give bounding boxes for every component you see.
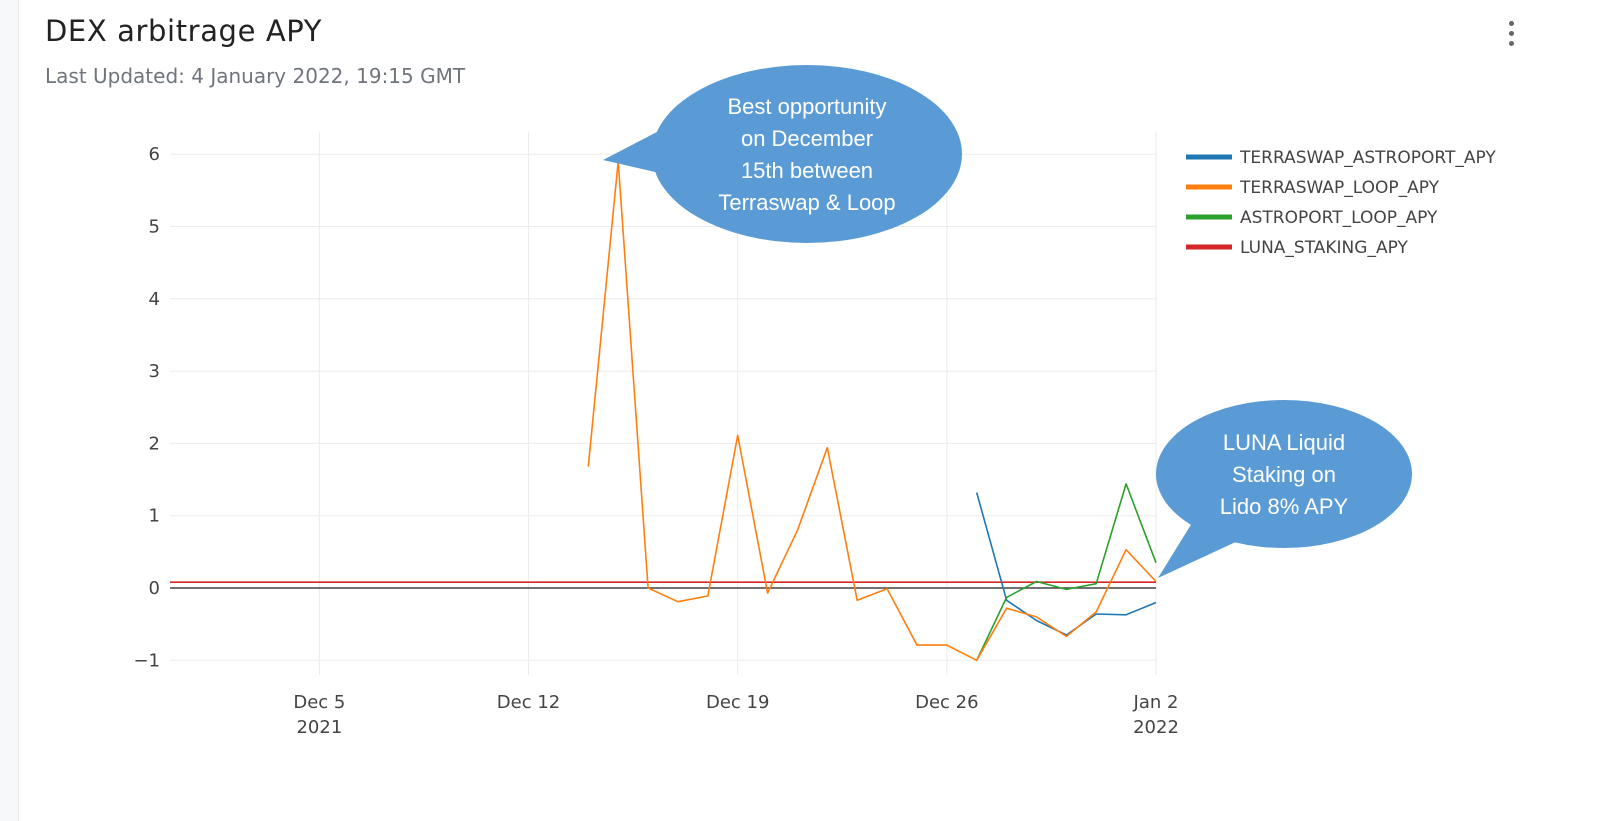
series-line-astroport-loop-apy xyxy=(975,483,1157,661)
y-tick-label: 1 xyxy=(149,506,160,527)
y-tick-label: −1 xyxy=(133,650,160,671)
x-tick-label: Dec 5 xyxy=(293,692,345,713)
legend-label: LUNA_STAKING_APY xyxy=(1240,238,1408,258)
series-line-terraswap-astroport-apy xyxy=(975,492,1157,636)
best-opportunity-callout-line: Terraswap & Loop xyxy=(718,190,895,215)
luna-staking-callout: LUNA Liquid Staking on Lido 8% APY xyxy=(1156,400,1412,578)
y-tick-label: 4 xyxy=(149,289,160,310)
x-tick-label: Jan 2 xyxy=(1133,692,1179,713)
chart-title: DEX arbitrage APY xyxy=(45,14,323,48)
last-updated-text: Last Updated: 4 January 2022, 19:15 GMT xyxy=(45,64,466,88)
legend-label: TERRASWAP_LOOP_APY xyxy=(1239,178,1440,198)
y-tick-label: 5 xyxy=(149,217,160,238)
luna-staking-callout-bubble xyxy=(1156,400,1412,548)
series-line-terraswap-loop-apy xyxy=(587,160,1157,662)
x-tick-year-label: 2021 xyxy=(296,717,342,738)
luna-staking-callout-line: Staking on xyxy=(1232,462,1336,487)
x-tick-label: Dec 19 xyxy=(706,692,769,713)
more-vertical-icon[interactable] xyxy=(1494,14,1528,52)
best-opportunity-callout-line: Best opportunity xyxy=(728,94,887,119)
x-tick-year-label: 2022 xyxy=(1133,717,1179,738)
legend-label: ASTROPORT_LOOP_APY xyxy=(1240,208,1438,228)
y-tick-label: 2 xyxy=(149,433,160,454)
best-opportunity-callout: Best opportunity on December 15th between T… xyxy=(603,65,962,243)
y-tick-label: 0 xyxy=(149,578,160,599)
best-opportunity-callout-line: on December xyxy=(741,126,873,151)
legend-label: TERRASWAP_ASTROPORT_APY xyxy=(1239,148,1496,168)
luna-staking-callout-line: Lido 8% APY xyxy=(1220,494,1349,519)
best-opportunity-callout-line: 15th between xyxy=(741,158,873,183)
x-tick-label: Dec 26 xyxy=(915,692,978,713)
best-opportunity-callout-bubble xyxy=(652,65,962,243)
luna-staking-callout-line: LUNA Liquid xyxy=(1223,430,1345,455)
y-tick-label: 3 xyxy=(149,361,160,382)
y-tick-label: 6 xyxy=(149,144,160,165)
x-tick-label: Dec 12 xyxy=(497,692,560,713)
